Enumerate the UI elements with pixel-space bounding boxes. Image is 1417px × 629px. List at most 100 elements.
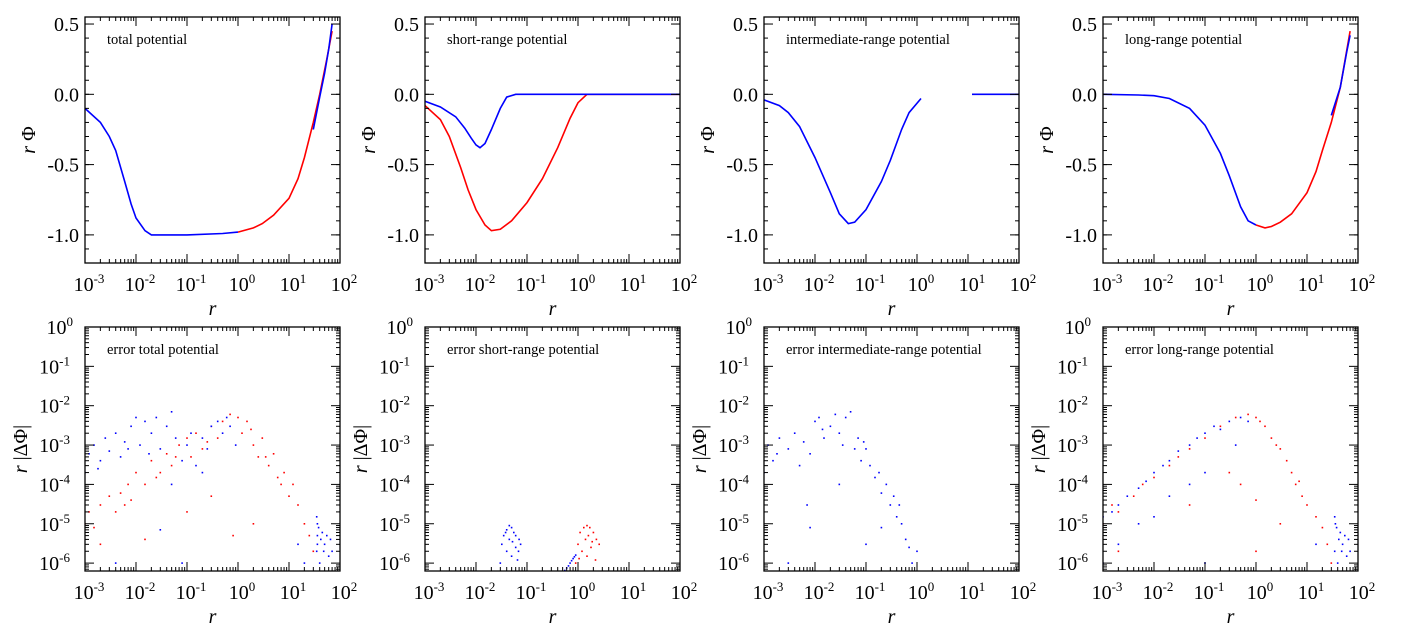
data-point-red xyxy=(1228,471,1231,474)
data-point-blue xyxy=(567,565,570,567)
tick-label-exponent: -2 xyxy=(485,579,496,594)
tick-label-base: 10 xyxy=(1092,582,1112,604)
tick-label-exponent: 0 xyxy=(589,579,596,594)
x-tick-label: 10-3 xyxy=(753,579,784,604)
tick-label-base: 10 xyxy=(959,582,979,604)
y-tick-label: -0.5 xyxy=(1065,155,1097,177)
axes-frame xyxy=(424,16,681,264)
tick-label-base: 10 xyxy=(47,317,67,339)
tick-label-exponent: -6 xyxy=(59,550,70,565)
tick-label-exponent: 2 xyxy=(1369,579,1376,594)
plot-area xyxy=(1103,30,1351,229)
y-axis-label: r |ΔΦ| xyxy=(689,425,711,473)
data-point-red xyxy=(1177,456,1180,458)
data-point-blue xyxy=(326,534,328,537)
data-point-red xyxy=(574,562,577,564)
tick-label-base: 10 xyxy=(39,474,59,496)
data-point-red xyxy=(581,550,583,553)
data-point-blue xyxy=(511,540,514,543)
data-point-blue xyxy=(517,550,520,553)
panel-title: error total potential xyxy=(107,342,219,358)
data-point-blue xyxy=(1333,550,1336,553)
data-point-blue xyxy=(150,432,153,434)
panel-title: long-range potential xyxy=(1125,32,1242,48)
tick-label-base: 10 xyxy=(379,553,399,575)
data-point-blue xyxy=(331,550,333,553)
tick-label-base: 10 xyxy=(908,274,928,296)
data-point-blue xyxy=(1196,437,1198,439)
data-point-blue xyxy=(315,550,318,553)
data-point-blue xyxy=(841,444,844,446)
data-point-red xyxy=(1188,448,1191,450)
y-axis-label-quantity: Φ xyxy=(358,126,380,141)
y-tick-label: 10-6 xyxy=(39,550,70,575)
data-point-blue xyxy=(895,516,898,518)
y-axis-label-quantity: Φ xyxy=(18,126,40,141)
tick-label-exponent: -3 xyxy=(94,271,105,286)
axes-frame xyxy=(763,326,1020,572)
data-point-blue xyxy=(869,464,871,467)
y-axis-label: r Φ xyxy=(1036,126,1058,154)
y-tick-label: 0.5 xyxy=(733,14,758,36)
data-point-red xyxy=(1279,523,1282,525)
x-tick-label: 101 xyxy=(959,579,986,604)
x-tick-label: 101 xyxy=(959,271,986,296)
y-tick-label: 10-5 xyxy=(1057,511,1088,536)
tick-label-exponent: 1 xyxy=(300,579,307,594)
x-tick-label: 100 xyxy=(908,271,935,296)
data-point-red xyxy=(312,550,315,553)
data-point-blue xyxy=(322,550,325,553)
tick-label-exponent: -1 xyxy=(1214,271,1225,286)
tick-label-base: 10 xyxy=(620,274,640,296)
data-point-blue xyxy=(186,444,188,446)
data-point-blue xyxy=(206,448,209,450)
data-point-red xyxy=(1270,437,1273,439)
tick-label-exponent: -1 xyxy=(196,579,207,594)
data-point-blue xyxy=(1213,425,1215,428)
tick-label-base: 10 xyxy=(516,582,536,604)
data-point-blue xyxy=(874,476,876,479)
data-point-red xyxy=(216,437,219,439)
data-point-red xyxy=(595,538,598,541)
axes-frame xyxy=(1102,326,1359,572)
data-point-blue xyxy=(1137,523,1140,525)
tick-label-base: 10 xyxy=(465,274,485,296)
data-point-blue xyxy=(510,555,513,557)
data-point-blue xyxy=(809,453,811,455)
tick-label-exponent: 2 xyxy=(691,271,698,286)
data-point-blue xyxy=(316,543,319,546)
tick-label-exponent: -3 xyxy=(434,271,445,286)
tick-label-base: 10 xyxy=(855,582,875,604)
plot-area xyxy=(1103,413,1351,564)
data-point-blue xyxy=(880,492,883,494)
x-tick-label: 10-2 xyxy=(804,271,835,296)
tick-label-base: 10 xyxy=(379,356,399,378)
data-point-blue xyxy=(838,432,841,434)
y-tick-label: -1.0 xyxy=(1065,225,1097,247)
data-point-blue xyxy=(898,504,901,506)
tick-label-base: 10 xyxy=(1194,274,1214,296)
data-point-red xyxy=(1315,516,1317,518)
data-point-blue xyxy=(130,425,132,428)
data-point-blue xyxy=(793,432,796,434)
x-tick-label: 10-2 xyxy=(1143,579,1174,604)
y-axis-label-r: r xyxy=(10,460,32,473)
y-tick-label: -0.5 xyxy=(47,155,79,177)
data-point-red xyxy=(1247,413,1249,416)
data-point-blue xyxy=(574,554,577,556)
data-point-red xyxy=(221,420,224,423)
data-point-blue xyxy=(1162,464,1164,467)
x-axis-label: r xyxy=(1227,298,1235,320)
data-point-blue xyxy=(97,467,99,470)
data-point-red xyxy=(598,543,600,546)
data-point-blue xyxy=(159,448,162,450)
panel-title: total potential xyxy=(107,32,187,48)
plot-area xyxy=(85,411,333,564)
data-point-red xyxy=(586,524,588,527)
tick-label-base: 10 xyxy=(959,274,979,296)
data-point-blue xyxy=(123,441,126,443)
data-point-blue xyxy=(1349,550,1351,553)
data-point-red xyxy=(1306,504,1308,506)
data-point-red xyxy=(1234,416,1237,419)
data-point-red xyxy=(308,534,311,537)
